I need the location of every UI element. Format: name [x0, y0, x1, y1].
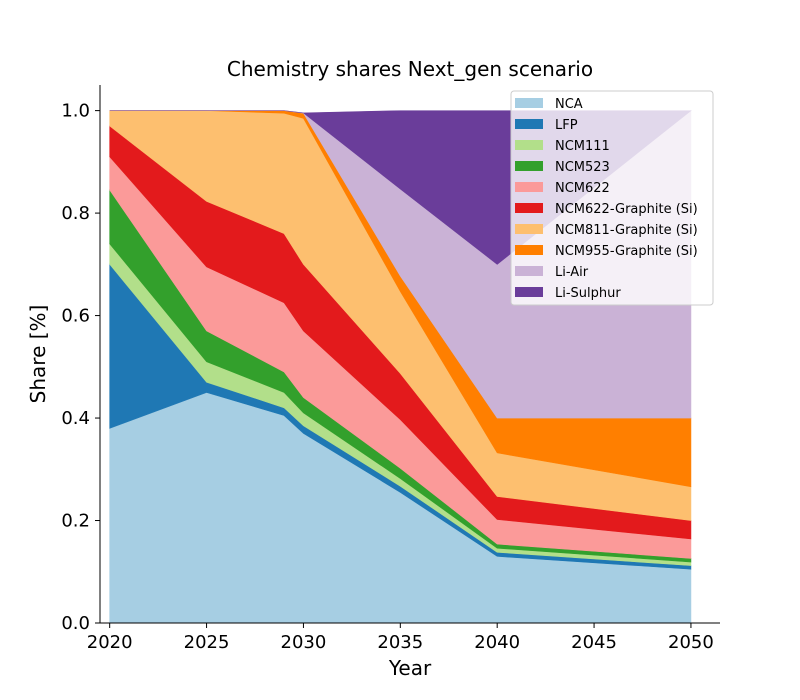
legend-swatch-ncm955-graphite-si — [515, 245, 543, 255]
legend-swatch-li-air — [515, 266, 543, 276]
legend-label-nca: NCA — [555, 97, 583, 112]
x-tick-label: 2045 — [571, 632, 617, 653]
x-tick-label: 2040 — [474, 632, 520, 653]
legend-label-ncm111: NCM111 — [555, 139, 610, 154]
legend-swatch-ncm622-graphite-si — [515, 203, 543, 213]
chart-title: Chemistry shares Next_gen scenario — [227, 57, 593, 81]
legend-swatch-li-sulphur — [515, 287, 543, 297]
legend-swatch-ncm622 — [515, 182, 543, 192]
x-tick-label: 2025 — [184, 632, 230, 653]
legend-label-ncm811-graphite-si: NCM811-Graphite (Si) — [555, 223, 698, 238]
x-tick-label: 2050 — [668, 632, 714, 653]
legend-swatch-ncm523 — [515, 161, 543, 171]
y-tick-label: 0.4 — [61, 408, 90, 429]
legend-label-li-air: Li-Air — [555, 265, 589, 280]
x-tick-label: 2030 — [281, 632, 327, 653]
y-axis-title: Share [%] — [26, 305, 50, 404]
y-ticks: 0.0 0.2 0.4 0.6 0.8 1.0 — [61, 101, 100, 634]
x-ticks: 2020 2025 2030 2035 2040 2045 2050 — [87, 623, 714, 653]
y-tick-label: 0.8 — [61, 203, 90, 224]
x-axis-title: Year — [388, 656, 432, 680]
legend-swatch-lfp — [515, 119, 543, 129]
y-tick-label: 1.0 — [61, 101, 90, 122]
y-tick-label: 0.6 — [61, 306, 90, 327]
y-tick-label: 0.0 — [61, 613, 90, 634]
legend-label-lfp: LFP — [555, 118, 578, 133]
x-tick-label: 2035 — [377, 632, 423, 653]
x-tick-label: 2020 — [87, 632, 133, 653]
legend-label-ncm622-graphite-si: NCM622-Graphite (Si) — [555, 202, 698, 217]
legend-label-li-sulphur: Li-Sulphur — [555, 286, 621, 301]
legend-swatch-ncm811-graphite-si — [515, 224, 543, 234]
legend-swatch-ncm111 — [515, 140, 543, 150]
legend: NCA LFP NCM111 NCM523 NCM622 NCM622-Graphite … — [510, 90, 714, 306]
legend-swatch-nca — [515, 98, 543, 108]
legend-box — [510, 90, 714, 306]
y-tick-label: 0.2 — [61, 511, 90, 532]
axes — [99, 85, 720, 624]
legend-label-ncm523: NCM523 — [555, 160, 610, 175]
legend-label-ncm622: NCM622 — [555, 181, 610, 196]
legend-label-ncm955-graphite-si: NCM955-Graphite (Si) — [555, 244, 698, 259]
